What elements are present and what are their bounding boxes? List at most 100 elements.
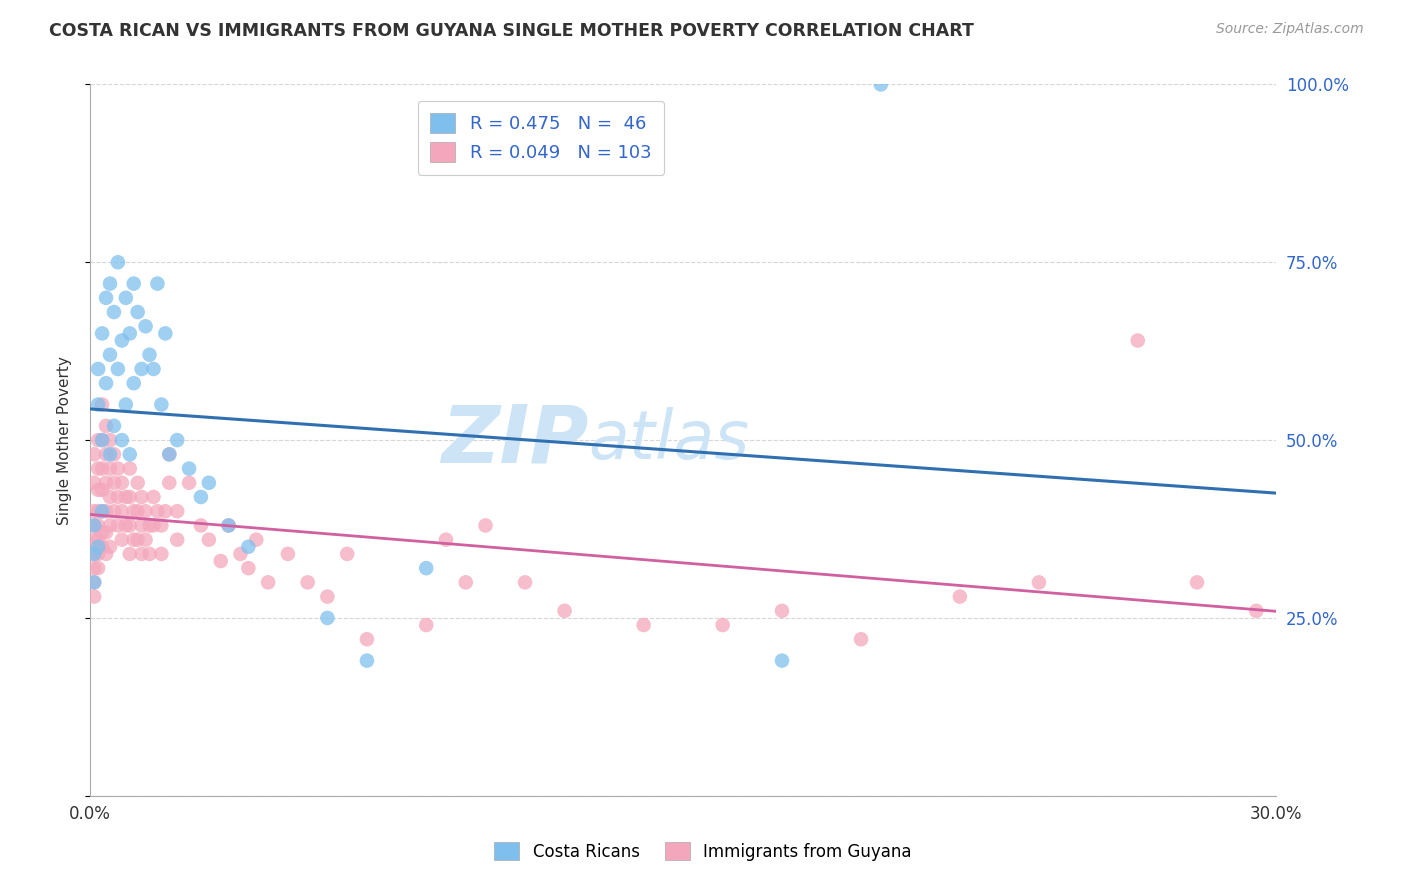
Point xyxy=(166,504,188,518)
Point xyxy=(135,319,157,334)
Point xyxy=(83,575,105,590)
Legend: R = 0.475   N =  46, R = 0.049   N = 103: R = 0.475 N = 46, R = 0.049 N = 103 xyxy=(418,101,664,175)
Point xyxy=(98,540,121,554)
Point xyxy=(177,475,200,490)
Point xyxy=(513,575,536,590)
Point xyxy=(111,533,134,547)
Point xyxy=(94,418,117,433)
Point xyxy=(849,632,872,647)
Point xyxy=(103,305,125,319)
Point xyxy=(91,326,114,341)
Point xyxy=(94,376,117,391)
Point xyxy=(114,398,136,412)
Point xyxy=(229,547,252,561)
Point xyxy=(245,533,267,547)
Point xyxy=(87,398,110,412)
Text: ZIP: ZIP xyxy=(441,401,588,479)
Point xyxy=(127,475,149,490)
Point xyxy=(87,540,110,554)
Point xyxy=(107,461,129,475)
Point xyxy=(83,547,105,561)
Point xyxy=(118,547,141,561)
Point xyxy=(131,547,153,561)
Point xyxy=(91,433,114,447)
Point xyxy=(118,447,141,461)
Point xyxy=(356,654,378,668)
Point xyxy=(87,504,110,518)
Point xyxy=(336,547,359,561)
Point xyxy=(198,533,221,547)
Point xyxy=(434,533,457,547)
Point xyxy=(98,490,121,504)
Point xyxy=(91,540,114,554)
Point xyxy=(103,475,125,490)
Point xyxy=(166,533,188,547)
Point xyxy=(633,618,655,632)
Point xyxy=(94,525,117,540)
Point xyxy=(83,518,105,533)
Point xyxy=(107,490,129,504)
Point xyxy=(150,547,173,561)
Point xyxy=(83,504,105,518)
Point xyxy=(166,433,188,447)
Point xyxy=(127,504,149,518)
Point xyxy=(94,547,117,561)
Point xyxy=(150,518,173,533)
Point xyxy=(87,483,110,497)
Point xyxy=(135,504,157,518)
Point xyxy=(138,518,160,533)
Point xyxy=(150,398,173,412)
Legend: Costa Ricans, Immigrants from Guyana: Costa Ricans, Immigrants from Guyana xyxy=(488,836,918,868)
Point xyxy=(91,504,114,518)
Point xyxy=(131,490,153,504)
Point xyxy=(87,547,110,561)
Point xyxy=(770,654,793,668)
Point xyxy=(111,334,134,348)
Point xyxy=(83,590,105,604)
Point xyxy=(87,433,110,447)
Point xyxy=(127,533,149,547)
Point xyxy=(415,618,437,632)
Point xyxy=(155,326,177,341)
Point xyxy=(474,518,496,533)
Point xyxy=(83,518,105,533)
Point xyxy=(257,575,280,590)
Point xyxy=(122,376,145,391)
Point xyxy=(157,447,180,461)
Point xyxy=(87,561,110,575)
Point xyxy=(177,461,200,475)
Point xyxy=(118,461,141,475)
Point xyxy=(98,447,121,461)
Point xyxy=(711,618,734,632)
Point xyxy=(94,291,117,305)
Point xyxy=(103,504,125,518)
Point xyxy=(238,561,260,575)
Point xyxy=(91,525,114,540)
Point xyxy=(107,518,129,533)
Point xyxy=(103,418,125,433)
Point xyxy=(91,461,114,475)
Point xyxy=(142,362,165,376)
Point xyxy=(83,447,105,461)
Point xyxy=(118,326,141,341)
Text: COSTA RICAN VS IMMIGRANTS FROM GUYANA SINGLE MOTHER POVERTY CORRELATION CHART: COSTA RICAN VS IMMIGRANTS FROM GUYANA SI… xyxy=(49,22,974,40)
Point xyxy=(949,590,972,604)
Point xyxy=(1126,334,1149,348)
Point xyxy=(114,518,136,533)
Point xyxy=(142,490,165,504)
Point xyxy=(91,483,114,497)
Point xyxy=(122,277,145,291)
Point xyxy=(122,533,145,547)
Point xyxy=(131,362,153,376)
Point xyxy=(218,518,240,533)
Point xyxy=(87,362,110,376)
Point xyxy=(94,504,117,518)
Point xyxy=(114,291,136,305)
Point xyxy=(98,433,121,447)
Point xyxy=(146,504,169,518)
Point xyxy=(454,575,477,590)
Point xyxy=(98,461,121,475)
Point xyxy=(316,611,339,625)
Point xyxy=(118,518,141,533)
Point xyxy=(114,490,136,504)
